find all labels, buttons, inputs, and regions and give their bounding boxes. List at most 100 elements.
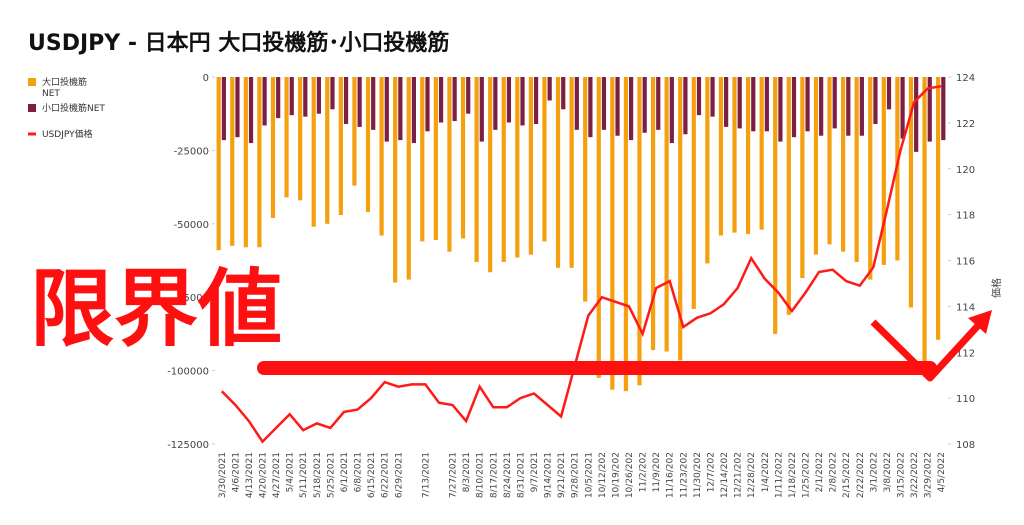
x-tick-label: 6/8/2021 xyxy=(354,452,364,492)
bar xyxy=(542,77,547,242)
bar xyxy=(393,77,398,283)
y-tick-label: -100000 xyxy=(167,367,209,378)
bar xyxy=(678,77,683,361)
bar xyxy=(235,77,240,138)
bar xyxy=(642,77,647,133)
x-tick-label: 11/9/202 xyxy=(652,452,662,492)
x-tick-label: 1/25/2022 xyxy=(801,452,811,498)
x-tick-label: 1/18/2022 xyxy=(788,452,798,498)
bar xyxy=(588,77,593,138)
bar xyxy=(773,77,778,334)
bar xyxy=(764,77,769,132)
x-tick-label: 3/15/2022 xyxy=(896,452,906,498)
bar xyxy=(805,77,810,132)
x-tick-label: 1/11/2022 xyxy=(774,452,784,498)
bar xyxy=(316,77,322,114)
bar xyxy=(859,77,864,136)
bar xyxy=(683,77,688,135)
bar xyxy=(379,77,384,236)
bar xyxy=(886,77,892,110)
x-tick-label: 3/8/2022 xyxy=(883,452,893,492)
bar xyxy=(365,77,371,213)
plot: 0 -25000 -50000 -75000 -100000 -125000 108 110 1… xyxy=(28,73,975,498)
bar xyxy=(724,77,729,127)
x-tick-label: 4/27/2021 xyxy=(272,452,282,498)
bar xyxy=(786,77,791,315)
x-tick-label: 10/26/202 xyxy=(625,452,635,498)
x-tick-label: 7/27/2021 xyxy=(449,452,459,498)
legend-swatch xyxy=(28,78,36,86)
bar xyxy=(452,77,457,122)
x-tick-label: 5/18/2021 xyxy=(313,452,323,498)
y-tick-label: -75000 xyxy=(174,293,209,304)
x-tick-label: 4/5/2022 xyxy=(937,452,947,492)
bar xyxy=(501,77,506,262)
bar xyxy=(506,77,512,123)
bar xyxy=(303,77,308,117)
bar xyxy=(520,77,525,126)
chart-title: USDJPY - 日本円 大口投機筋･小口投機筋 xyxy=(28,30,449,56)
bar xyxy=(284,77,289,198)
bar xyxy=(311,77,316,227)
bar xyxy=(262,77,267,126)
bar xyxy=(420,77,425,242)
bar xyxy=(813,77,819,255)
bar xyxy=(759,77,764,230)
x-tick-label: 3/30/2021 xyxy=(218,452,228,498)
bar xyxy=(289,77,294,116)
bar xyxy=(881,77,886,265)
legend-label-part: NET xyxy=(42,89,60,99)
bar xyxy=(425,77,430,132)
bar xyxy=(800,77,805,279)
bar xyxy=(751,77,756,132)
x-tick-label: 10/19/202 xyxy=(611,452,621,498)
bar xyxy=(447,77,452,252)
bar xyxy=(583,77,588,302)
x-tick-label: 2/22/2022 xyxy=(856,452,866,498)
bar xyxy=(270,77,276,218)
bar xyxy=(936,77,941,340)
bar xyxy=(330,77,335,110)
y2-tick-label: 118 xyxy=(956,211,975,222)
bar xyxy=(248,77,254,144)
x-tick-label: 12/14/202 xyxy=(720,452,730,498)
x-tick-label: 5/25/2021 xyxy=(326,452,336,498)
bar xyxy=(488,77,493,273)
x-tick-label: 12/7/202 xyxy=(706,452,716,492)
bar xyxy=(352,77,357,186)
bar xyxy=(438,77,444,123)
bar xyxy=(623,77,629,392)
bar xyxy=(515,77,520,258)
bar xyxy=(298,77,303,201)
bar xyxy=(637,77,642,386)
price-line xyxy=(220,84,942,444)
bar xyxy=(669,77,674,144)
legend-label: 小口投機筋NET xyxy=(42,102,105,114)
y2-tick-label: 110 xyxy=(956,394,975,405)
x-tick-label: 5/11/2021 xyxy=(299,452,309,498)
arrow xyxy=(870,315,988,382)
bar xyxy=(664,77,669,352)
y2-tick-label: 112 xyxy=(956,348,975,359)
bar xyxy=(778,77,783,142)
bar xyxy=(914,77,919,152)
bar xyxy=(827,77,832,245)
x-tick-label: 8/17/2021 xyxy=(489,452,499,498)
x-tick-label: 8/24/2021 xyxy=(503,452,513,498)
x-tick-label: 4/20/2021 xyxy=(259,452,269,498)
bar xyxy=(343,77,349,124)
x-tick-label: 3/29/2022 xyxy=(924,452,934,498)
y2-tick-label: 122 xyxy=(956,119,975,130)
bar xyxy=(243,77,248,248)
x-tick-label: 2/8/2022 xyxy=(829,452,839,492)
x-tick-label: 8/3/2021 xyxy=(462,452,472,492)
bar xyxy=(846,77,851,136)
bar xyxy=(406,77,411,280)
y-tick-label: -125000 xyxy=(167,440,209,451)
y2-tick-label: 114 xyxy=(956,302,975,313)
x-tick-label: 12/28/202 xyxy=(747,452,757,498)
bar xyxy=(357,77,362,127)
bar xyxy=(868,77,873,280)
bar xyxy=(433,77,438,240)
x-tick-label: 4/6/2021 xyxy=(231,452,241,492)
